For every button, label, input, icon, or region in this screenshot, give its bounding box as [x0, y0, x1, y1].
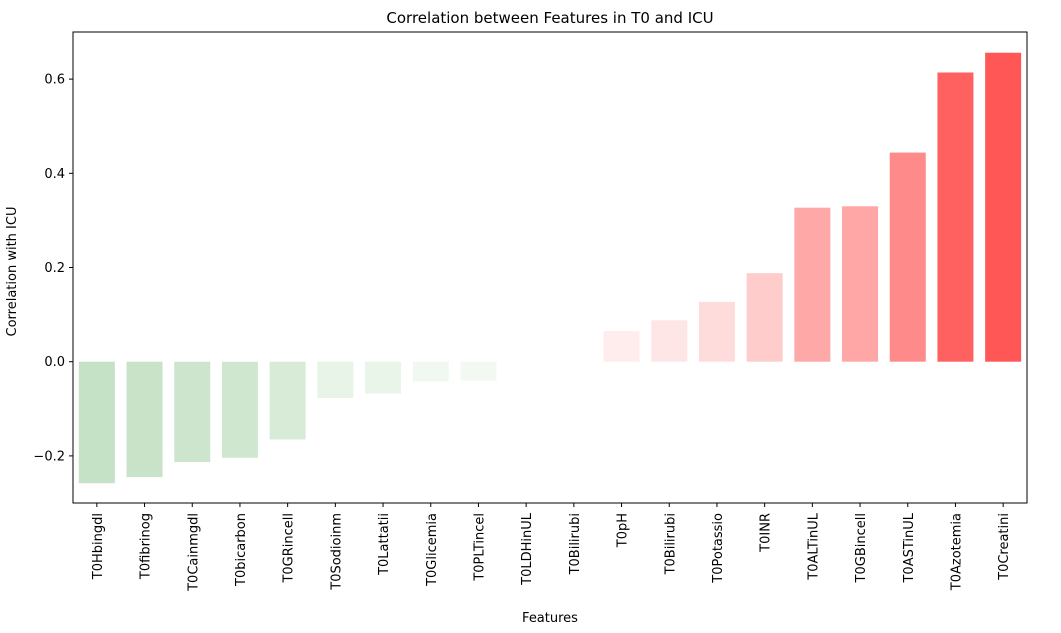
- x-tick-label: T0INR: [759, 513, 774, 553]
- bars-group: [78, 52, 1022, 484]
- bar-t0hbingdl-0: [78, 361, 115, 484]
- bar-t0pltincel-8: [460, 361, 497, 381]
- x-tick-label: T0Cainmgdl: [186, 513, 201, 592]
- x-tick-label: T0Bilirubi: [663, 513, 678, 575]
- y-axis-label: Correlation with ICU: [5, 207, 20, 337]
- bar-t0grincell-4: [269, 361, 306, 440]
- x-tick-label: T0Creatini: [997, 513, 1012, 581]
- bar-t0bicarbon-3: [221, 361, 258, 458]
- bar-t0cainmgdl-2: [174, 361, 211, 463]
- x-tick-label: T0PLTincel: [472, 513, 487, 582]
- x-tick-label: T0ALTinUL: [806, 512, 821, 580]
- x-axis-label: Features: [522, 611, 578, 626]
- bar-t0glicemia-7: [412, 361, 449, 382]
- x-tick-label: T0Glicemia: [425, 513, 440, 587]
- y-tick-label: 0.0: [44, 355, 65, 370]
- y-tick-label: 0.4: [44, 167, 65, 182]
- x-tick-label: T0Potassio: [711, 513, 726, 584]
- y-axis-ticks: −0.2 0.0 0.2 0.4 0.6: [33, 73, 73, 464]
- bar-t0astinul-17: [889, 152, 926, 362]
- y-tick-label: 0.6: [44, 73, 65, 88]
- bar-t0ldhinul-9: [508, 361, 545, 362]
- chart-title: Correlation between Features in T0 and I…: [386, 9, 713, 27]
- x-tick-label: T0ASTinUL: [902, 512, 917, 583]
- x-tick-label: T0Sodioinm: [329, 513, 344, 591]
- bar-t0bilirubi-12: [651, 320, 688, 362]
- bar-t0inr-14: [746, 273, 783, 362]
- x-tick-label: T0Azotemia: [949, 513, 964, 591]
- x-tick-label: T0GRincell: [282, 513, 297, 584]
- plot-frame: [72, 31, 1028, 504]
- x-tick-label: T0pH: [616, 513, 631, 548]
- x-axis-ticks: T0Hbingdl T0fibrinog T0Cainmgdl T0bicarbon T…: [91, 503, 1012, 592]
- x-tick-label: T0GBincell: [854, 513, 869, 583]
- bar-t0altinul-15: [794, 207, 831, 362]
- x-tick-label: T0Lattatii: [377, 513, 392, 576]
- x-tick-label: T0bicarbon: [234, 513, 249, 587]
- bar-t0lattatii-6: [365, 361, 402, 394]
- x-tick-label: T0Hbingdl: [91, 513, 106, 580]
- bar-t0azotemia-18: [937, 72, 974, 362]
- bar-t0fibrinog-1: [126, 361, 163, 478]
- bar-t0potassio-13: [698, 301, 735, 362]
- bar-t0ph-11: [603, 331, 640, 362]
- bar-t0bilirubi-10: [555, 360, 592, 362]
- x-tick-label: T0Bilirubi: [568, 513, 583, 575]
- y-tick-label: 0.2: [44, 261, 65, 276]
- x-tick-label: T0fibrinog: [139, 513, 154, 580]
- bar-t0sodioinm-5: [317, 361, 354, 398]
- y-tick-label: −0.2: [33, 449, 65, 464]
- bar-t0creatini-19: [985, 52, 1022, 362]
- x-tick-label: T0LDHinUL: [520, 512, 535, 586]
- bar-t0gbincell-16: [842, 206, 879, 362]
